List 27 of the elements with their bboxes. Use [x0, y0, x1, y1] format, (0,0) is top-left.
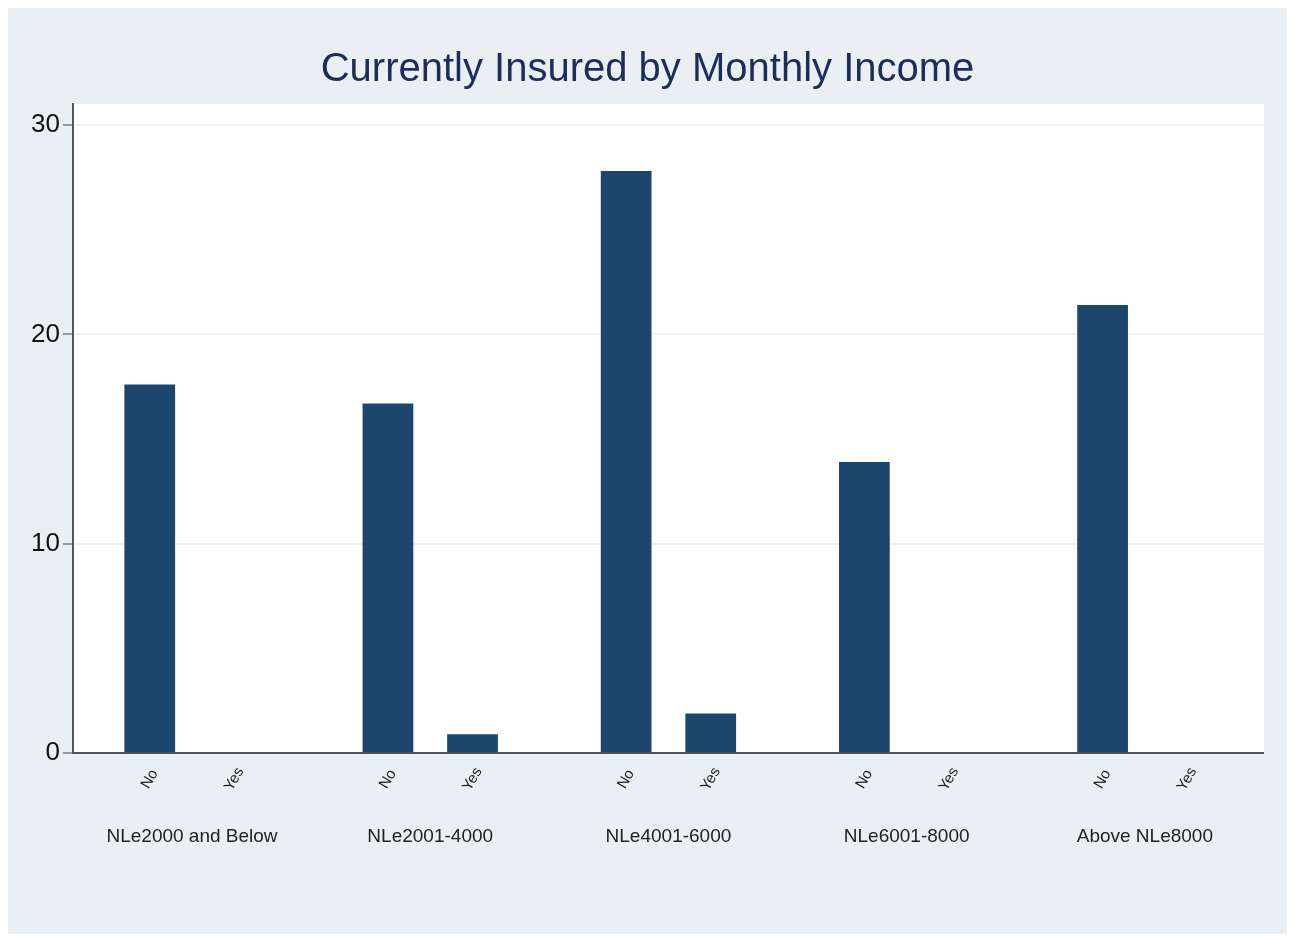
- x-tick-label: NLe4001-6000: [605, 824, 732, 846]
- x-tick-label: Above NLe8000: [1076, 824, 1213, 846]
- text: Yes: [696, 763, 724, 794]
- text: No: [374, 765, 399, 792]
- bar: [1077, 305, 1128, 753]
- x-tick-label: NLe6001-8000: [843, 824, 970, 846]
- bar: [362, 403, 414, 753]
- bar: [839, 462, 890, 753]
- text: Yes: [457, 763, 485, 794]
- x-tick-label: NLe2001-4000: [367, 824, 494, 846]
- text: No: [136, 765, 161, 792]
- text: No: [851, 765, 876, 792]
- y-tick-label: 10: [31, 526, 60, 557]
- text: Yes: [934, 763, 962, 794]
- bar: [685, 713, 737, 753]
- text: Yes: [219, 763, 247, 794]
- text: Yes: [1172, 763, 1200, 794]
- bar: [600, 171, 652, 753]
- chart-title: Currently Insured by Monthly Income: [320, 45, 975, 90]
- y-tick-label: 30: [31, 108, 60, 139]
- text: No: [1089, 765, 1114, 792]
- text: No: [612, 765, 638, 792]
- x-tick-label: NLe2000 and Below: [106, 824, 278, 846]
- y-tick-label: 0: [45, 736, 60, 767]
- bar: [124, 384, 176, 753]
- bar: [447, 734, 498, 753]
- y-tick-label: 20: [31, 317, 60, 348]
